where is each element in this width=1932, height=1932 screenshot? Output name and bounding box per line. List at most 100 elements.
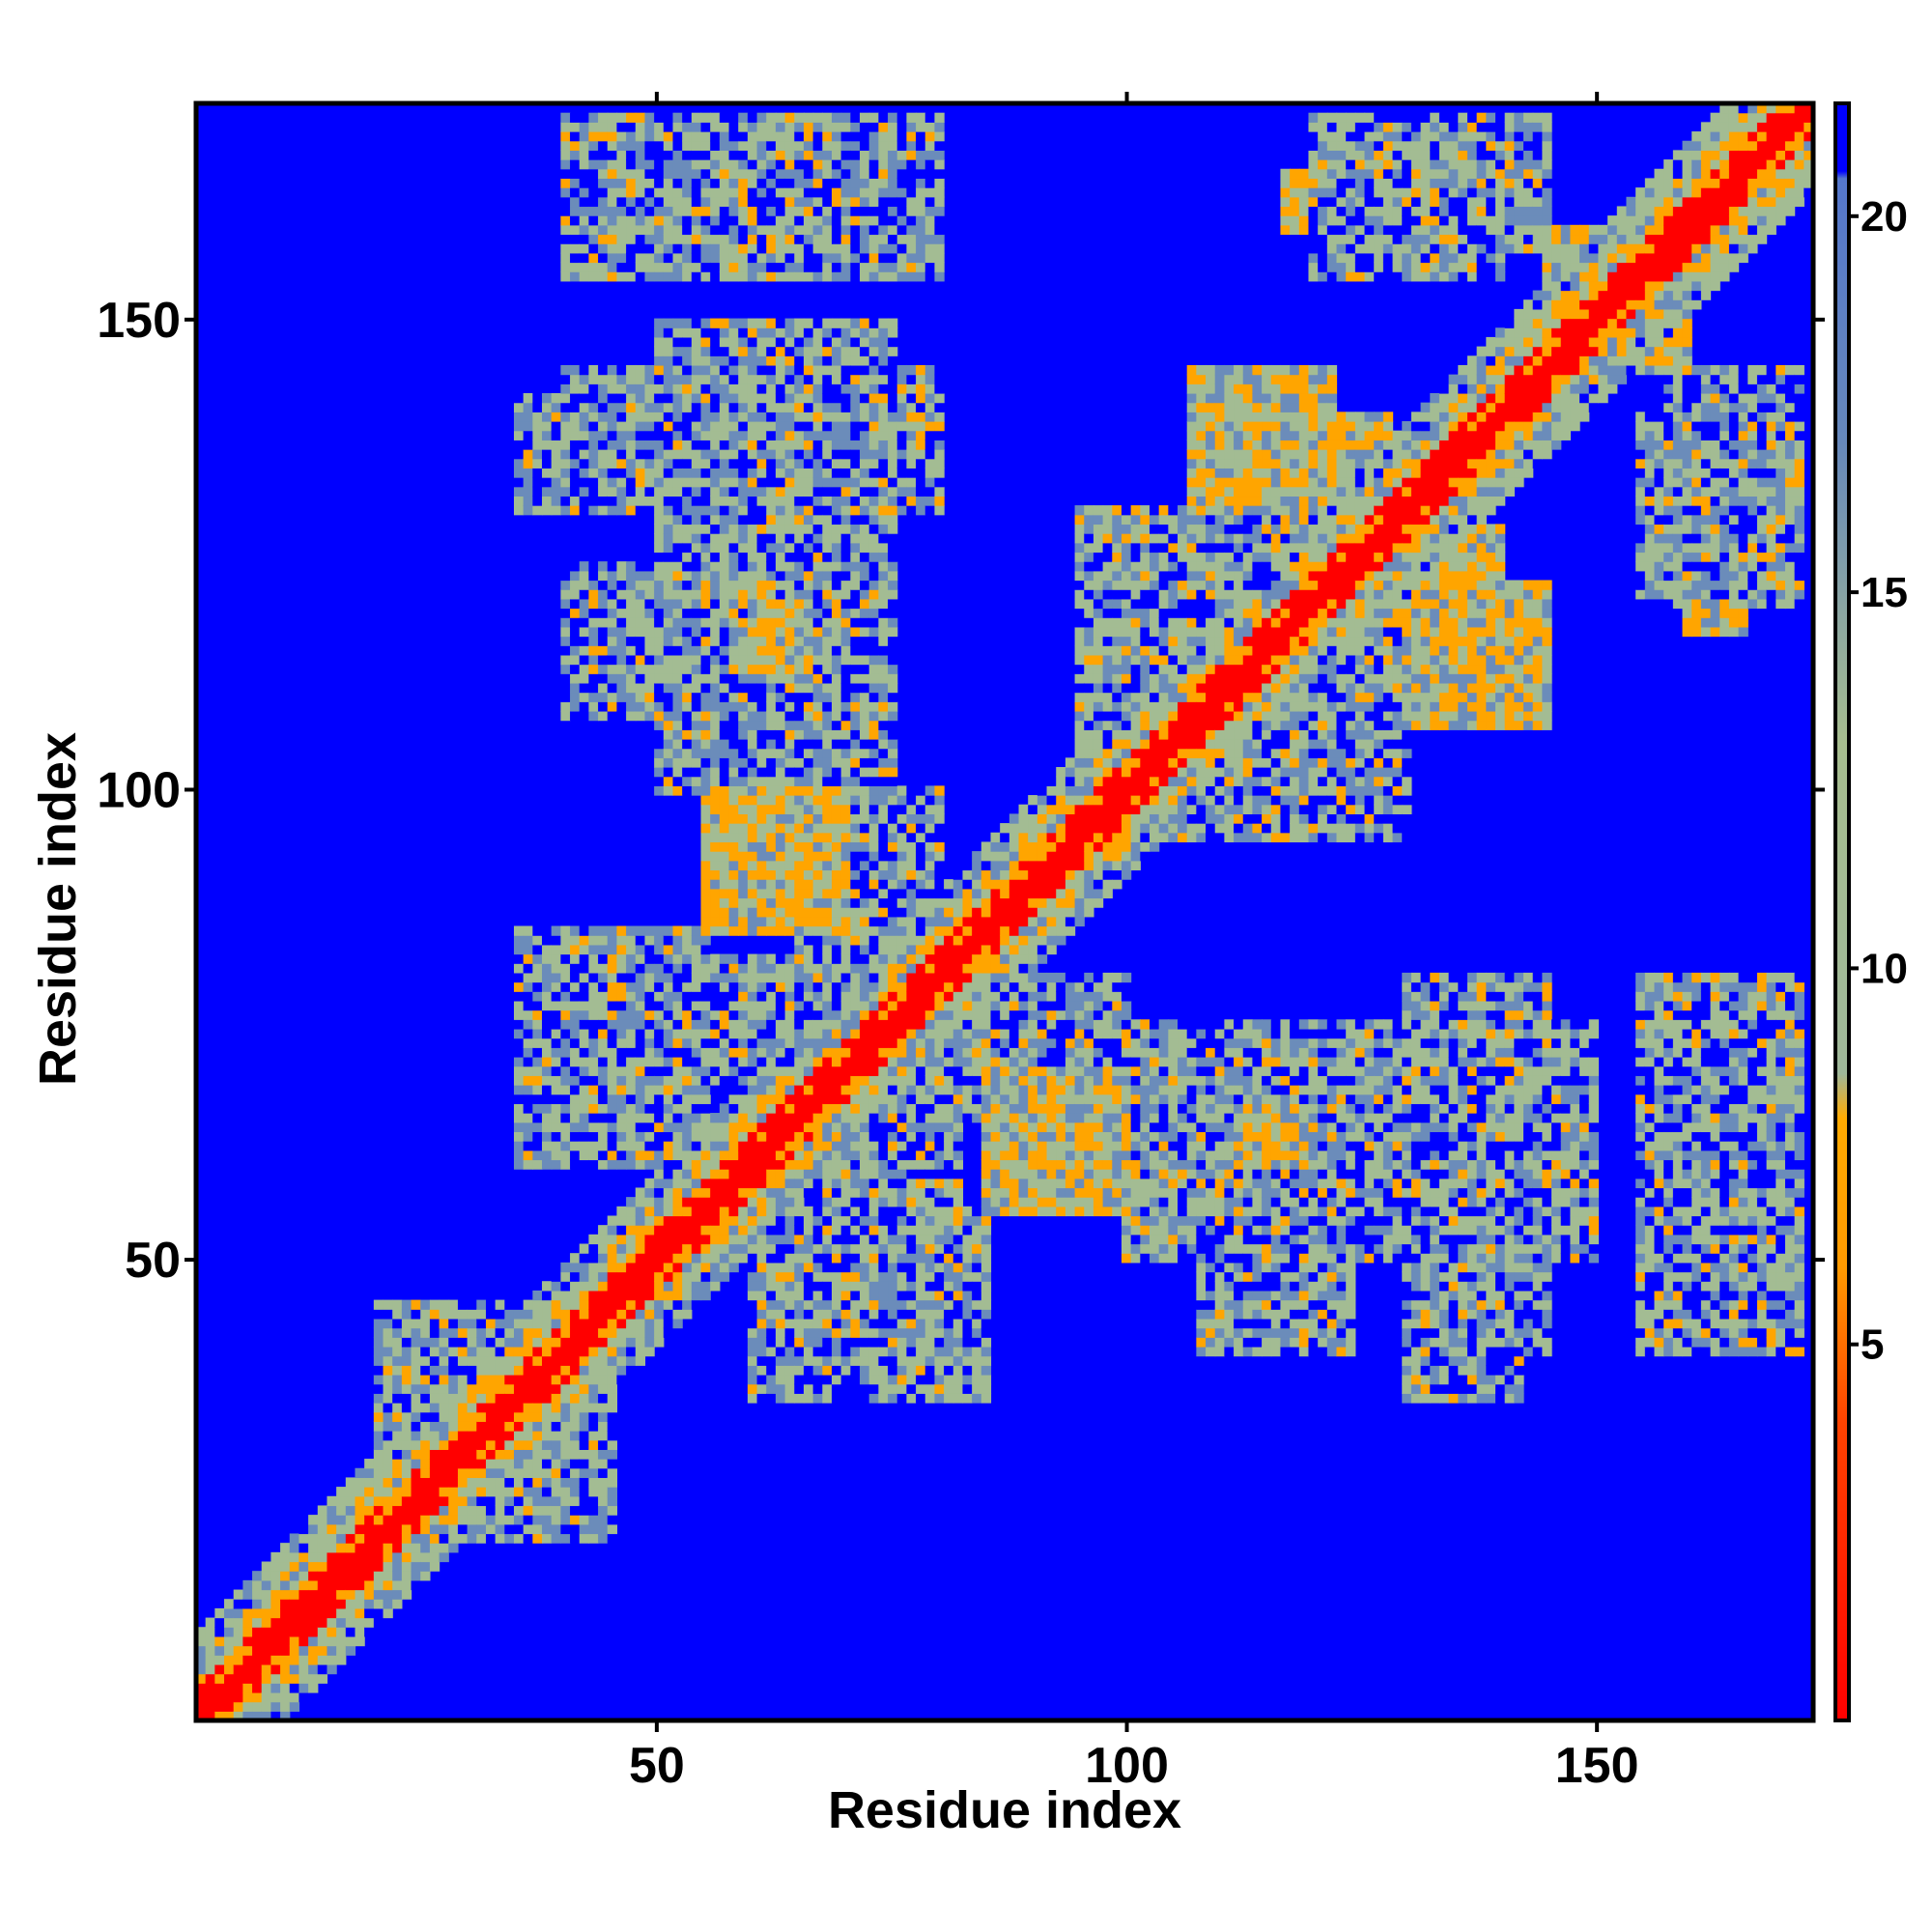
heatmap-cell — [719, 243, 730, 254]
heatmap-cell — [663, 1150, 674, 1161]
heatmap-cell — [317, 1505, 328, 1516]
heatmap-cell — [570, 131, 581, 142]
heatmap-cell — [495, 1327, 505, 1338]
heatmap-cell — [654, 355, 665, 366]
heatmap-cell — [579, 1459, 590, 1469]
heatmap-cell — [766, 851, 777, 862]
heatmap-cell — [710, 364, 721, 376]
heatmap-cell — [766, 206, 777, 216]
heatmap-cell — [336, 1523, 347, 1535]
heatmap-cell — [373, 1327, 384, 1338]
heatmap-cell — [784, 1243, 795, 1254]
heatmap-cell — [672, 1159, 683, 1170]
heatmap-cell — [373, 1579, 384, 1591]
heatmap-cell — [860, 1113, 870, 1123]
heatmap-cell — [607, 122, 618, 132]
heatmap-cell — [542, 440, 553, 450]
heatmap-cell — [616, 458, 627, 469]
heatmap-cell — [579, 1281, 590, 1292]
heatmap-cell — [860, 1215, 870, 1226]
heatmap-cell — [579, 1431, 590, 1441]
heatmap-cell — [270, 1663, 281, 1675]
heatmap-cell — [803, 692, 814, 702]
heatmap-cell — [710, 486, 721, 497]
heatmap-cell — [784, 767, 795, 778]
heatmap-cell — [831, 1159, 842, 1170]
heatmap-cell — [860, 402, 870, 412]
heatmap-cell — [850, 879, 861, 890]
heatmap-cell — [364, 1495, 375, 1507]
heatmap-cell — [775, 496, 786, 506]
heatmap-cell — [429, 1365, 440, 1376]
heatmap-cell — [579, 580, 590, 590]
heatmap-cell — [355, 1561, 365, 1572]
heatmap-cell — [429, 1374, 440, 1385]
heatmap-cell — [728, 533, 739, 544]
heatmap-cell — [588, 1477, 599, 1488]
heatmap-cell — [700, 542, 711, 554]
heatmap-cell — [738, 420, 749, 432]
heatmap-cell — [635, 196, 646, 208]
heatmap-cell — [542, 477, 553, 488]
heatmap-cell — [831, 224, 842, 236]
heatmap-cell — [812, 1318, 823, 1329]
heatmap-cell — [850, 916, 861, 927]
heatmap-cell — [205, 1635, 215, 1647]
heatmap-cell — [710, 916, 721, 927]
heatmap-cell — [719, 813, 730, 824]
heatmap-cell — [373, 1589, 384, 1600]
heatmap-cell — [626, 561, 637, 572]
heatmap-cell — [747, 1206, 758, 1217]
heatmap-cell — [504, 1393, 515, 1404]
heatmap-cell — [728, 514, 739, 526]
heatmap-cell — [598, 412, 609, 422]
heatmap-cell — [560, 131, 571, 142]
heatmap-cell — [551, 412, 561, 422]
heatmap-cell — [663, 1215, 674, 1226]
heatmap-cell — [728, 636, 739, 646]
heatmap-cell — [401, 1543, 412, 1553]
heatmap-cell — [532, 1122, 543, 1132]
heatmap-cell — [719, 140, 730, 151]
heatmap-cell — [616, 364, 627, 376]
heatmap-cell — [411, 1411, 421, 1422]
heatmap-cell — [261, 1561, 272, 1572]
heatmap-cell — [598, 234, 609, 244]
heatmap-cell — [812, 1365, 823, 1376]
heatmap-cell — [710, 449, 721, 460]
heatmap-cell — [616, 1225, 627, 1236]
heatmap-cell — [840, 1225, 851, 1236]
heatmap-cell — [644, 449, 655, 460]
heatmap-cell — [860, 580, 870, 590]
heatmap-cell — [532, 1094, 543, 1104]
heatmap-cell — [691, 486, 702, 497]
heatmap-cell — [747, 991, 758, 1002]
heatmap-cell — [457, 1421, 469, 1432]
heatmap-cell — [570, 468, 581, 478]
heatmap-cell — [756, 215, 767, 226]
heatmap-cell — [794, 888, 805, 899]
heatmap-cell — [672, 458, 683, 469]
heatmap-cell — [570, 617, 581, 628]
heatmap-cell — [663, 776, 674, 786]
heatmap-cell — [710, 897, 721, 908]
heatmap-cell — [850, 1355, 861, 1366]
heatmap-cell — [756, 869, 767, 880]
heatmap-cell — [663, 252, 674, 264]
heatmap-cell — [598, 654, 609, 666]
heatmap-cell — [728, 346, 739, 356]
heatmap-cell — [327, 1515, 337, 1525]
heatmap-cell — [682, 252, 693, 264]
heatmap-cell — [579, 234, 590, 244]
heatmap-cell — [392, 1383, 403, 1394]
heatmap-cell — [812, 664, 823, 674]
heatmap-cell — [448, 1374, 459, 1385]
heatmap-cell — [616, 981, 627, 992]
heatmap-cell — [794, 1383, 805, 1394]
heatmap-cell — [794, 440, 805, 450]
heatmap-cell — [812, 440, 823, 450]
heatmap-cell — [710, 1159, 721, 1170]
heatmap-cell — [747, 720, 758, 730]
heatmap-cell — [803, 851, 814, 862]
heatmap-cell — [822, 925, 833, 936]
